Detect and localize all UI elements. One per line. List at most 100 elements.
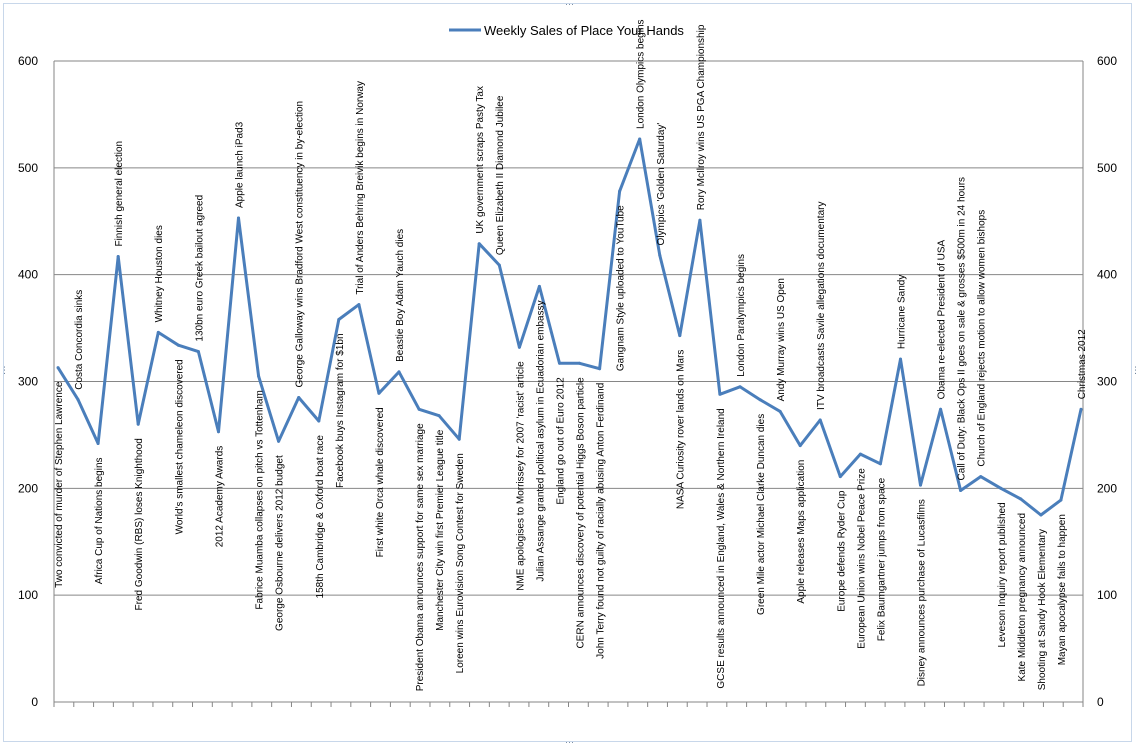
event-annotation: Apple releases Maps application (796, 460, 807, 604)
data-point (999, 486, 1003, 490)
data-point (317, 419, 321, 423)
data-point (56, 366, 60, 370)
data-point (156, 330, 160, 334)
event-annotation: Disney announces purchase of Lucasfilms (917, 499, 928, 686)
data-point (297, 396, 301, 399)
event-annotation: Gangnam Style uploaded to YouTube (616, 205, 627, 371)
legend: Weekly Sales of Place Your Hands (449, 23, 684, 38)
data-point (618, 189, 622, 193)
y-tick-label-left: 500 (18, 161, 38, 175)
event-annotation: Green Mile actor Michael Clarke Duncan d… (756, 414, 767, 615)
gridlines (54, 60, 1083, 596)
data-point (437, 414, 441, 418)
event-annotation: 2012 Academy Awards (215, 446, 226, 548)
data-point (1019, 497, 1023, 501)
event-annotation: UK government scraps Pasty Tax (475, 86, 486, 234)
event-annotation: Olympics 'Golden Saturday' (656, 123, 667, 246)
data-point (497, 263, 501, 267)
event-annotation: London Paralympics begins (736, 254, 747, 377)
event-annotation: John Terry found not guilty of racially … (596, 383, 607, 659)
y-tick-label-left: 300 (18, 375, 38, 389)
event-annotation: Costa Concordia sinks (74, 290, 85, 390)
data-point (698, 218, 702, 222)
y-tick-label-right: 0 (1097, 695, 1104, 709)
event-annotation: George Osbourne delivers 2012 budget (275, 455, 286, 631)
legend-label: Weekly Sales of Place Your Hands (484, 23, 684, 38)
y-tick-label-left: 600 (18, 54, 38, 68)
data-point (838, 475, 842, 479)
data-point (537, 284, 541, 288)
event-annotation: Call of Duty: Black Ops II goes on sale … (957, 177, 968, 480)
event-annotation: 130bn euro Greek bailout agreed (194, 195, 205, 342)
data-point (858, 452, 862, 456)
resize-handle-top[interactable]: ··· (565, 0, 574, 9)
event-annotation: England go out of Euro 2012 (556, 377, 567, 505)
event-annotation: Andy Murray wins US Open (776, 278, 787, 401)
event-annotation: Queen Elizabeth II Diamond Jubilee (495, 95, 506, 255)
y-tick-label-left: 400 (18, 268, 38, 282)
data-point (176, 343, 180, 347)
sales-series-line (56, 137, 1083, 517)
event-annotation: President Obama announces support for sa… (415, 423, 426, 691)
event-annotation: Julian Assange granted political asylum … (535, 300, 546, 581)
data-point (658, 253, 662, 257)
data-point (196, 350, 200, 354)
data-point (357, 303, 361, 307)
y-tick-label-right: 200 (1097, 481, 1117, 495)
event-annotation: Manchester City win first Premier League… (435, 429, 446, 631)
event-annotation: Leveson Inquiry report published (997, 502, 1008, 647)
data-point (1039, 513, 1043, 517)
event-annotation: Loreen wins Eurovision Song Contest for … (455, 453, 466, 673)
data-point (517, 345, 521, 349)
data-point (959, 489, 963, 492)
series-line-group (56, 137, 1083, 517)
y-tick-label-left: 100 (18, 588, 38, 602)
resize-handle-bottom[interactable]: ··· (565, 737, 574, 747)
y-tick-label-right: 500 (1097, 161, 1117, 175)
event-annotation: Shooting at Sandy Hook Elementary (1037, 529, 1048, 690)
y-tick-label-left: 200 (18, 481, 38, 495)
event-annotation: Rory McIlroy wins US PGA Championship (696, 24, 707, 210)
data-point (899, 357, 902, 361)
data-point (578, 361, 581, 365)
event-annotation: Whitney Houston dies (154, 225, 165, 322)
data-point (397, 370, 401, 374)
y-tick-label-right: 600 (1097, 54, 1117, 68)
annotations: Two convicted of murder of Stephen Lawre… (54, 19, 1088, 691)
data-point (939, 407, 943, 411)
event-annotation: Fred Goodwin (RBS) loses Knighthood (134, 438, 145, 610)
event-annotation: Mayan apocalypse fails to happen (1057, 514, 1068, 665)
data-point (718, 392, 722, 396)
data-point (558, 361, 561, 365)
data-point (136, 422, 140, 426)
data-point (96, 442, 100, 445)
data-point (217, 430, 220, 434)
data-point (738, 385, 742, 389)
data-point (818, 418, 822, 422)
event-annotation: Hurricane Sandy (896, 275, 907, 349)
data-point (878, 462, 882, 466)
event-annotation: Christmas 2012 (1077, 329, 1088, 399)
event-annotation: Beastie Boy Adam Yauch dies (395, 229, 406, 362)
data-point (638, 137, 642, 141)
y-tick-label-right: 300 (1097, 375, 1117, 389)
axes (53, 61, 1084, 707)
data-point (257, 374, 261, 378)
event-annotation: 158th Cambridge & Oxford boat race (315, 435, 326, 599)
resize-handle-right[interactable]: ⋮ (1131, 365, 1137, 375)
data-point (979, 475, 983, 479)
event-annotation: Obama re-elected President of USA (937, 239, 948, 399)
event-annotation: ITV broadcasts Savile allegations docume… (816, 202, 827, 410)
event-annotation: Africa Cup of Nations begins (94, 457, 105, 584)
event-annotation: First white Orca whale discovered (375, 407, 386, 557)
data-point (76, 398, 80, 402)
data-point (337, 318, 341, 321)
event-annotation: NASA Curiosity rover lands on Mars (676, 350, 687, 510)
event-annotation: Apple launch iPad3 (235, 121, 246, 208)
y-axis-left: 0 100 200 300 400 500 600 (18, 54, 38, 709)
data-point (477, 242, 481, 246)
event-annotation: CERN announces discovery of potential Hi… (576, 377, 587, 649)
data-point (778, 409, 782, 413)
data-point (678, 334, 682, 338)
